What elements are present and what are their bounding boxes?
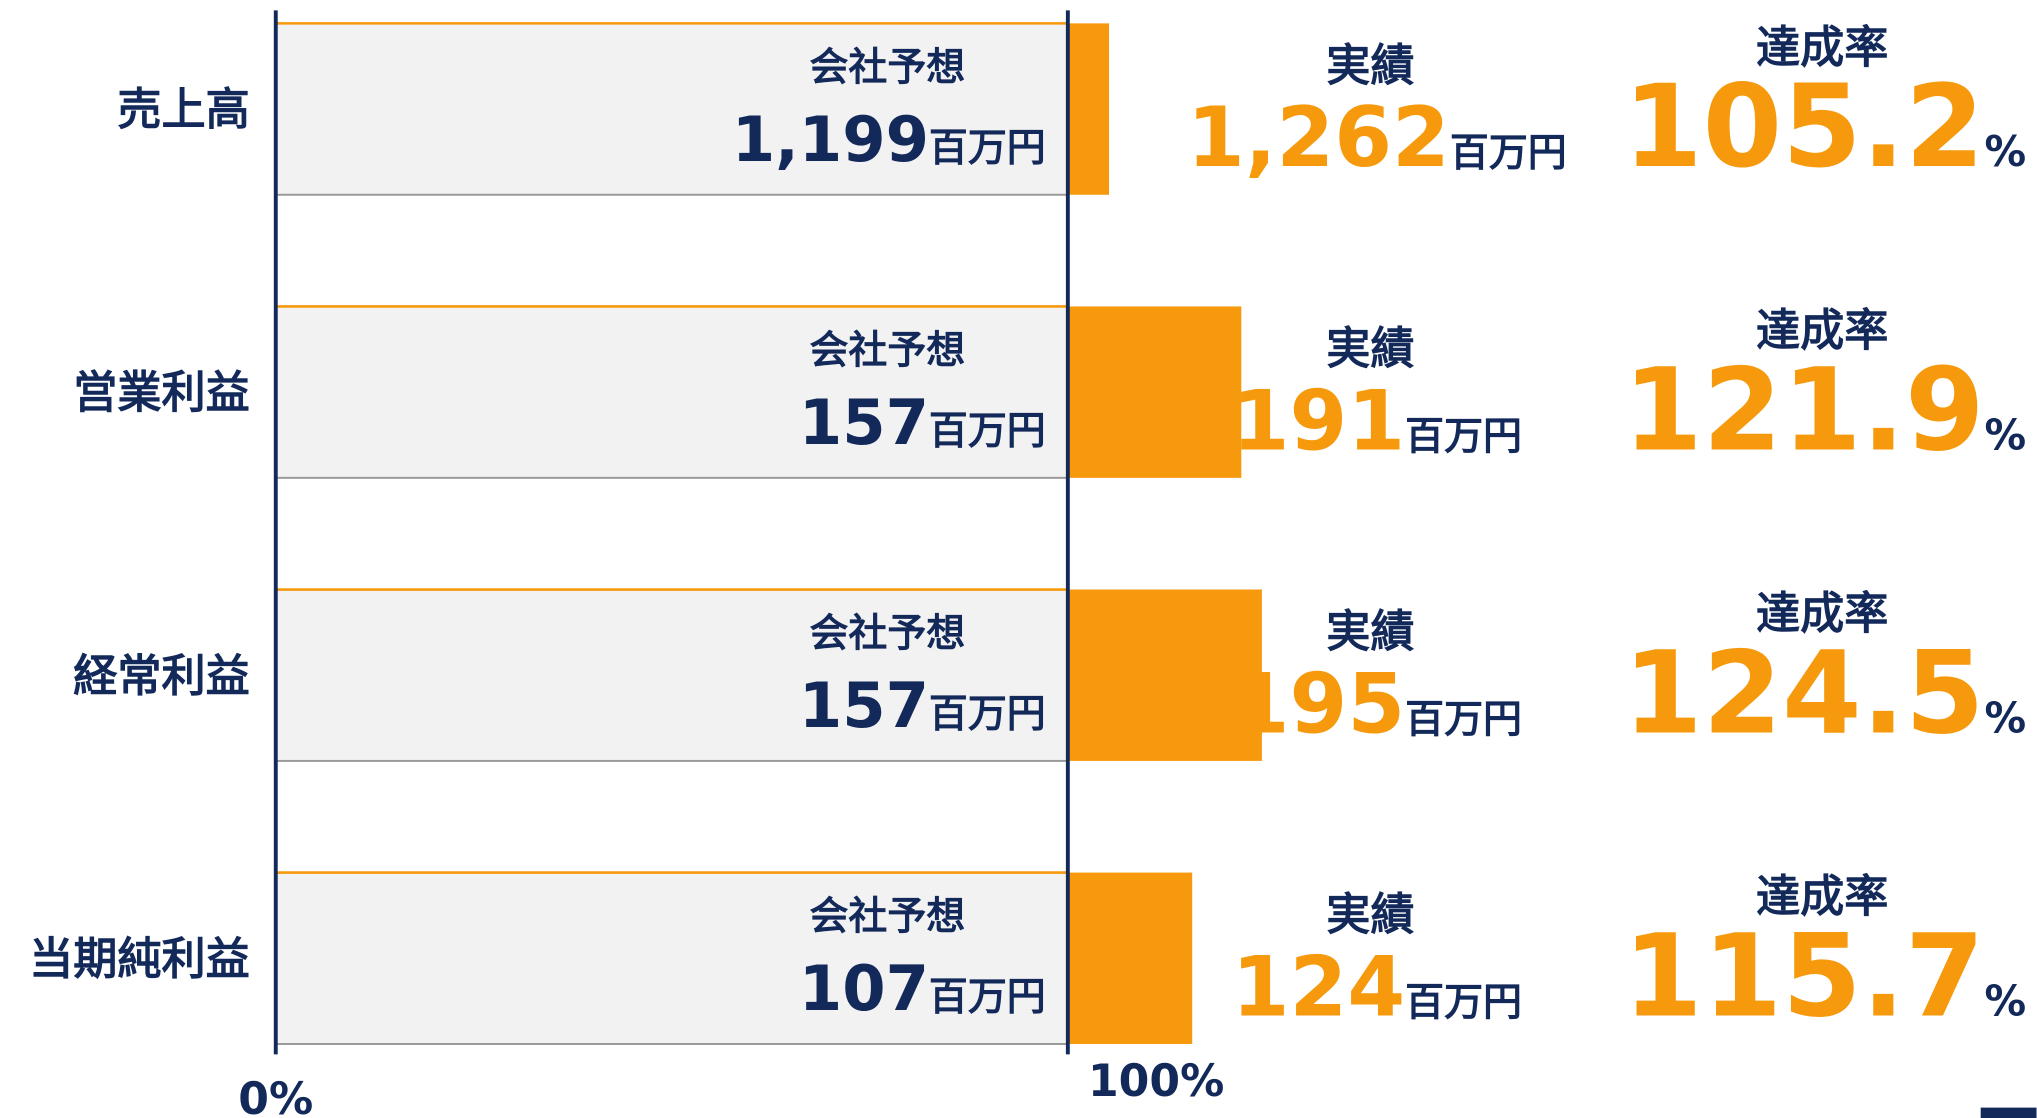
actual-number: 191	[1232, 372, 1405, 469]
forecast-value: 1,199百万円	[732, 103, 1046, 176]
category-label: 営業利益	[73, 368, 250, 419]
rate-value: 105.2%	[1623, 60, 2026, 193]
forecast-unit: 百万円	[929, 126, 1046, 171]
actual-number: 1,262	[1187, 89, 1450, 186]
achievement-bar	[1067, 306, 1242, 478]
actual-unit: 百万円	[1405, 980, 1522, 1025]
forecast-caption: 会社予想	[809, 612, 965, 657]
actual-unit: 百万円	[1450, 131, 1567, 176]
forecast-bar	[274, 588, 1069, 762]
actual-value: 191百万円	[1232, 372, 1522, 469]
forecast-unit: 百万円	[929, 692, 1046, 737]
x-tick-label: 0%	[238, 1074, 313, 1118]
actual-unit: 百万円	[1405, 697, 1522, 742]
category-label: 当期純利益	[29, 934, 250, 985]
rate-number: 115.7	[1623, 909, 1984, 1042]
actual-value: 195百万円	[1232, 655, 1522, 752]
forecast-number: 1,199	[732, 103, 929, 176]
rate-value: 115.7%	[1623, 909, 2026, 1042]
actual-unit: 百万円	[1405, 414, 1522, 459]
achievement-bar	[1067, 23, 1110, 195]
actual-value: 124百万円	[1232, 938, 1522, 1035]
rate-value: 124.5%	[1623, 626, 2026, 759]
rate-unit: %	[1984, 976, 2026, 1025]
forecast-bar	[274, 22, 1069, 196]
category-label: 売上高	[117, 85, 249, 136]
forecast-number: 157	[799, 386, 929, 459]
actual-caption: 実績	[1326, 41, 1414, 92]
actual-number: 124	[1232, 938, 1405, 1035]
rate-caption: 達成率	[1756, 305, 1888, 356]
rate-caption: 達成率	[1756, 588, 1888, 639]
rate-caption: 達成率	[1756, 872, 1888, 923]
forecast-unit: 百万円	[929, 975, 1046, 1020]
achievement-bar	[1067, 589, 1262, 761]
rate-number: 121.9	[1623, 343, 1984, 476]
forecast-number: 107	[799, 952, 929, 1025]
forecast-caption: 会社予想	[809, 329, 965, 374]
rate-unit: %	[1984, 693, 2026, 742]
actual-caption: 実績	[1326, 324, 1414, 375]
rate-number: 124.5	[1623, 626, 1984, 759]
forecast-unit: 百万円	[929, 409, 1046, 454]
category-label: 経常利益	[73, 651, 250, 702]
rate-unit: %	[1984, 410, 2026, 459]
forecast-value: 157百万円	[799, 386, 1046, 459]
actual-number: 195	[1232, 655, 1405, 752]
actual-caption: 実績	[1326, 607, 1414, 658]
actual-caption: 実績	[1326, 890, 1414, 941]
corner-mark	[1980, 1107, 2037, 1118]
forecast-number: 157	[799, 669, 929, 742]
rate-caption: 達成率	[1756, 22, 1888, 73]
achievement-bar	[1067, 872, 1193, 1044]
actual-value: 1,262百万円	[1187, 89, 1567, 186]
forecast-caption: 会社予想	[809, 895, 965, 940]
rate-number: 105.2	[1623, 60, 1984, 193]
x-tick-label: 100%	[1088, 1056, 1224, 1107]
forecast-caption: 会社予想	[809, 46, 965, 91]
rate-value: 121.9%	[1623, 343, 2026, 476]
rate-unit: %	[1984, 127, 2026, 176]
forecast-bar	[274, 871, 1069, 1045]
forecast-value: 157百万円	[799, 669, 1046, 742]
forecast-value: 107百万円	[799, 952, 1046, 1025]
